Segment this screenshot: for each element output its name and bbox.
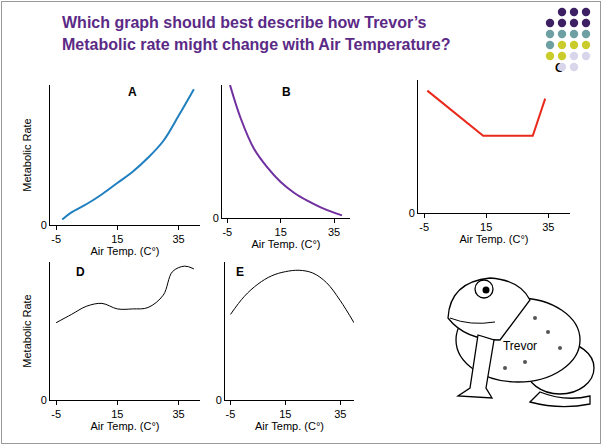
svg-text:Metabolic Rate: Metabolic Rate bbox=[21, 294, 33, 367]
svg-text:15: 15 bbox=[279, 408, 291, 420]
svg-text:C: C bbox=[555, 61, 564, 75]
svg-text:35: 35 bbox=[172, 408, 184, 420]
svg-text:15: 15 bbox=[111, 233, 123, 245]
svg-text:0: 0 bbox=[41, 394, 47, 406]
svg-text:15: 15 bbox=[480, 221, 492, 233]
svg-text:A: A bbox=[128, 85, 137, 99]
html-text:Which graph should best descri: Which graph should best describe how Tre… bbox=[62, 14, 451, 53]
svg-text:Air Temp. (C°): Air Temp. (C°) bbox=[255, 420, 324, 432]
svg-text:Trevor: Trevor bbox=[503, 339, 537, 353]
svg-text:15: 15 bbox=[275, 226, 287, 238]
svg-text:-5: -5 bbox=[419, 221, 429, 233]
svg-text:35: 35 bbox=[542, 221, 554, 233]
svg-text:35: 35 bbox=[172, 233, 184, 245]
svg-text:Air Temp. (C°): Air Temp. (C°) bbox=[252, 238, 321, 250]
svg-text:0: 0 bbox=[213, 212, 219, 224]
svg-text:0: 0 bbox=[216, 394, 222, 406]
svg-text:-5: -5 bbox=[222, 226, 232, 238]
svg-text:B: B bbox=[282, 85, 291, 99]
svg-text:-5: -5 bbox=[51, 408, 61, 420]
svg-text:Air Temp. (C°): Air Temp. (C°) bbox=[91, 245, 160, 257]
svg-text:35: 35 bbox=[328, 226, 340, 238]
svg-text:Air Temp. (C°): Air Temp. (C°) bbox=[460, 233, 529, 245]
svg-text:-5: -5 bbox=[226, 408, 236, 420]
svg-text:35: 35 bbox=[334, 408, 346, 420]
svg-text:Metabolic Rate: Metabolic Rate bbox=[21, 118, 33, 191]
svg-text:0: 0 bbox=[409, 207, 415, 219]
svg-text:-5: -5 bbox=[51, 233, 61, 245]
svg-text:Air Temp. (C°): Air Temp. (C°) bbox=[91, 420, 160, 432]
svg-text:E: E bbox=[236, 265, 244, 279]
svg-text:0: 0 bbox=[41, 219, 47, 231]
svg-text:15: 15 bbox=[111, 408, 123, 420]
svg-text:D: D bbox=[76, 265, 85, 279]
